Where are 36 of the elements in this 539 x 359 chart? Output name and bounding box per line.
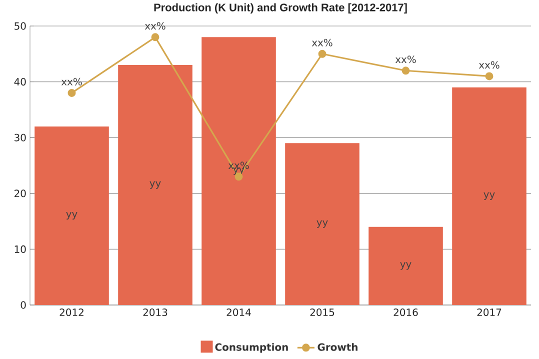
bar [118, 65, 192, 305]
bar [202, 37, 276, 305]
bar [368, 226, 443, 305]
bar [285, 143, 360, 305]
data-label: xx% [144, 22, 166, 30]
point [318, 50, 326, 58]
point [151, 33, 160, 42]
y-tick-label: 10 [14, 245, 26, 253]
x-tick-label: 2017 [477, 308, 502, 316]
y-tick-label: 40 [14, 78, 26, 86]
y-tick-label: 20 [14, 190, 26, 198]
x-tick-label: 2013 [143, 308, 168, 316]
x-tick-label: 2016 [394, 308, 418, 316]
data-label: xx% [478, 61, 500, 69]
x-tick-label: 2015 [310, 308, 334, 316]
point [402, 66, 410, 75]
data-label: xx% [395, 56, 416, 64]
y-tick-label: 0 [20, 301, 26, 309]
data-label: xx% [312, 38, 332, 46]
point [485, 72, 494, 80]
legend-label: Consumption [215, 343, 288, 353]
x-tick-label: 2012 [60, 308, 84, 316]
point [68, 88, 76, 97]
bar [452, 87, 526, 305]
x-tick-label: 2014 [226, 308, 251, 316]
y-tick-label: 30 [14, 134, 26, 142]
data-label: xx% [228, 162, 249, 170]
data-label: yy [66, 212, 78, 220]
data-label: yy [150, 181, 161, 189]
data-label: yy [484, 192, 495, 200]
y-tick-label: 50 [14, 22, 26, 30]
chart-title: Production (K Unit) and Growth Rate [2012-2017] [154, 3, 407, 14]
bar [34, 126, 109, 305]
legend-label: Growth [318, 343, 358, 351]
data-label: yy [316, 220, 328, 228]
data-label: yy [400, 262, 412, 270]
